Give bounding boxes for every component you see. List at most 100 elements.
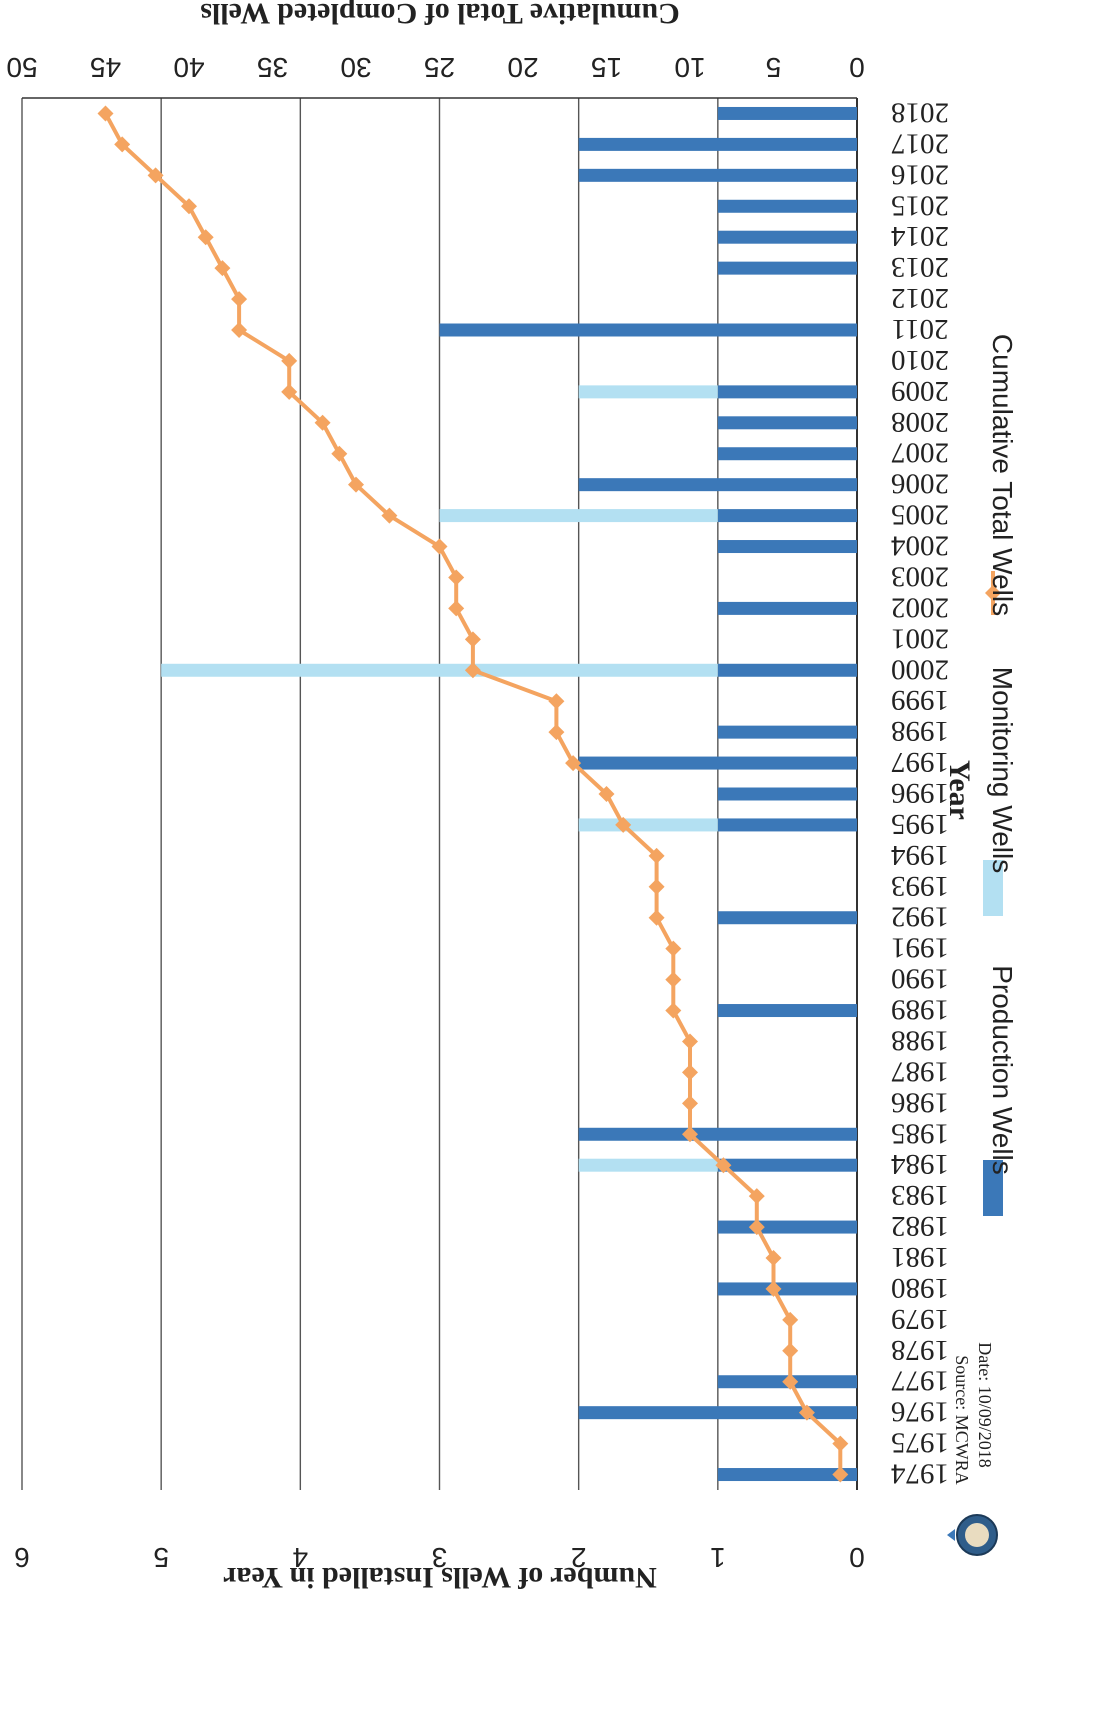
x-tick-label: 1988 [891,1024,949,1056]
legend-swatch-1 [983,860,1003,916]
x-tick-label: 2016 [891,158,949,190]
x-tick-label: 2001 [891,622,949,654]
y-right-axis-title: Cumulative Total of Completed Wells [200,0,679,30]
production-bar-2011 [439,323,857,337]
production-bar-2013 [717,261,857,275]
production-bar-1984 [717,1158,857,1172]
cumulative-point-2003 [448,569,465,586]
y-right-tick-label: 15 [591,52,622,83]
cumulative-point-1984 [715,1157,732,1174]
production-bar-2004 [717,540,857,554]
x-tick-label: 1978 [891,1334,949,1366]
x-tick-label: 2008 [891,406,949,438]
x-tick-label: 2007 [891,437,949,469]
plot-area [21,97,858,1490]
x-tick-label: 1975 [891,1427,949,1459]
cumulative-point-1995 [615,816,632,833]
cumulative-point-1980 [765,1280,782,1297]
x-tick-label: 1981 [891,1241,949,1273]
x-tick-label: 1998 [891,715,949,747]
cumulative-point-2016 [147,167,164,184]
x-tick-label: 2011 [892,313,949,345]
cumulative-point-2009 [281,383,298,400]
production-bar-2007 [717,447,857,461]
x-tick-label: 1999 [891,684,949,716]
x-tick-label: 1974 [891,1458,950,1490]
cumulative-point-2000 [464,662,481,679]
cumulative-point-1994 [648,847,665,864]
production-bar-2014 [717,230,857,244]
x-tick-label: 1986 [891,1086,949,1118]
seal-inner [965,1523,989,1547]
monitoring-bar-1995 [578,818,718,832]
monitoring-bar-1984 [578,1158,718,1172]
cumulative-point-1976 [798,1404,815,1421]
cumulative-point-2014 [197,229,214,246]
cumulative-point-1996 [598,786,615,802]
y-right-tick-label: 45 [90,52,121,83]
production-bar-1997 [578,756,857,770]
cumulative-point-1975 [832,1435,849,1452]
production-bar-2015 [717,199,857,213]
x-tick-label: 2010 [891,344,949,376]
production-bar-2006 [578,478,857,492]
cumulative-point-1993 [648,878,665,895]
x-tick-label: 1987 [891,1055,949,1087]
x-tick-label: 1983 [891,1179,949,1211]
x-tick-label: 1993 [891,870,949,902]
seal-pointer [947,1529,955,1541]
y-left-tick-label: 4 [293,1542,309,1573]
cumulative-point-2002 [448,600,465,617]
cumulative-point-1981 [765,1250,782,1266]
y-right-tick-label: 0 [849,52,865,83]
x-tick-label: 2002 [891,591,949,623]
legend-swatch-0 [983,1160,1003,1216]
cumulative-point-2013 [214,260,231,277]
y-right-tick-label: 40 [173,52,204,83]
cumulative-point-2010 [281,352,298,369]
cumulative-point-1992 [648,909,665,926]
legend: Production Wells Monitoring Wells Cumulati… [947,334,1018,1556]
date-label: Date: 10/09/2018 [975,1342,995,1467]
monitoring-bar-2000 [161,663,718,677]
x-tick-label: 2012 [891,282,949,314]
cumulative-point-2018 [97,105,114,122]
production-bar-1982 [717,1220,857,1234]
cumulative-point-2001 [464,631,481,648]
production-bar-2018 [717,106,857,120]
cumulative-point-1988 [682,1033,698,1050]
cumulative-point-1977 [782,1373,799,1390]
production-bar-1980 [717,1282,857,1296]
y-left-tick-label: 0 [849,1542,865,1573]
y-left-tick-label: 3 [432,1542,448,1573]
production-bar-2002 [717,601,857,615]
x-tick-label: 2013 [891,251,949,283]
legend-marker-2 [985,585,1001,601]
x-tick-label: 1984 [891,1148,950,1180]
x-tick-label: 2018 [891,96,949,128]
source-label: Source: MCWRA [952,1355,972,1485]
x-tick-label: 1990 [891,963,949,995]
cumulative-point-2015 [181,198,197,215]
legend-label: Cumulative Total Wells [987,334,1018,616]
x-tick-label: 2017 [891,127,949,159]
cumulative-point-1991 [665,940,682,957]
cumulative-point-2012 [231,291,248,308]
production-bar-2008 [717,416,857,430]
cumulative-point-1997 [565,755,582,772]
production-bar-2000 [717,663,857,677]
legend-label: Production Wells [987,965,1018,1175]
production-bar-2017 [578,137,857,151]
monitoring-bar-2009 [578,385,718,399]
cumulative-point-2008 [314,414,331,431]
cumulative-point-1978 [782,1342,799,1359]
cumulative-point-2004 [431,538,448,555]
y-right-tick-label: 20 [507,52,538,83]
y-left-tick-label: 1 [710,1542,726,1573]
cumulative-point-2007 [331,445,348,462]
cumulative-point-1999 [548,693,565,710]
production-bar-1985 [578,1127,857,1141]
x-tick-label: 1977 [891,1365,949,1397]
x-tick-label: 2014 [891,220,950,252]
x-tick-label: 2000 [891,653,949,685]
